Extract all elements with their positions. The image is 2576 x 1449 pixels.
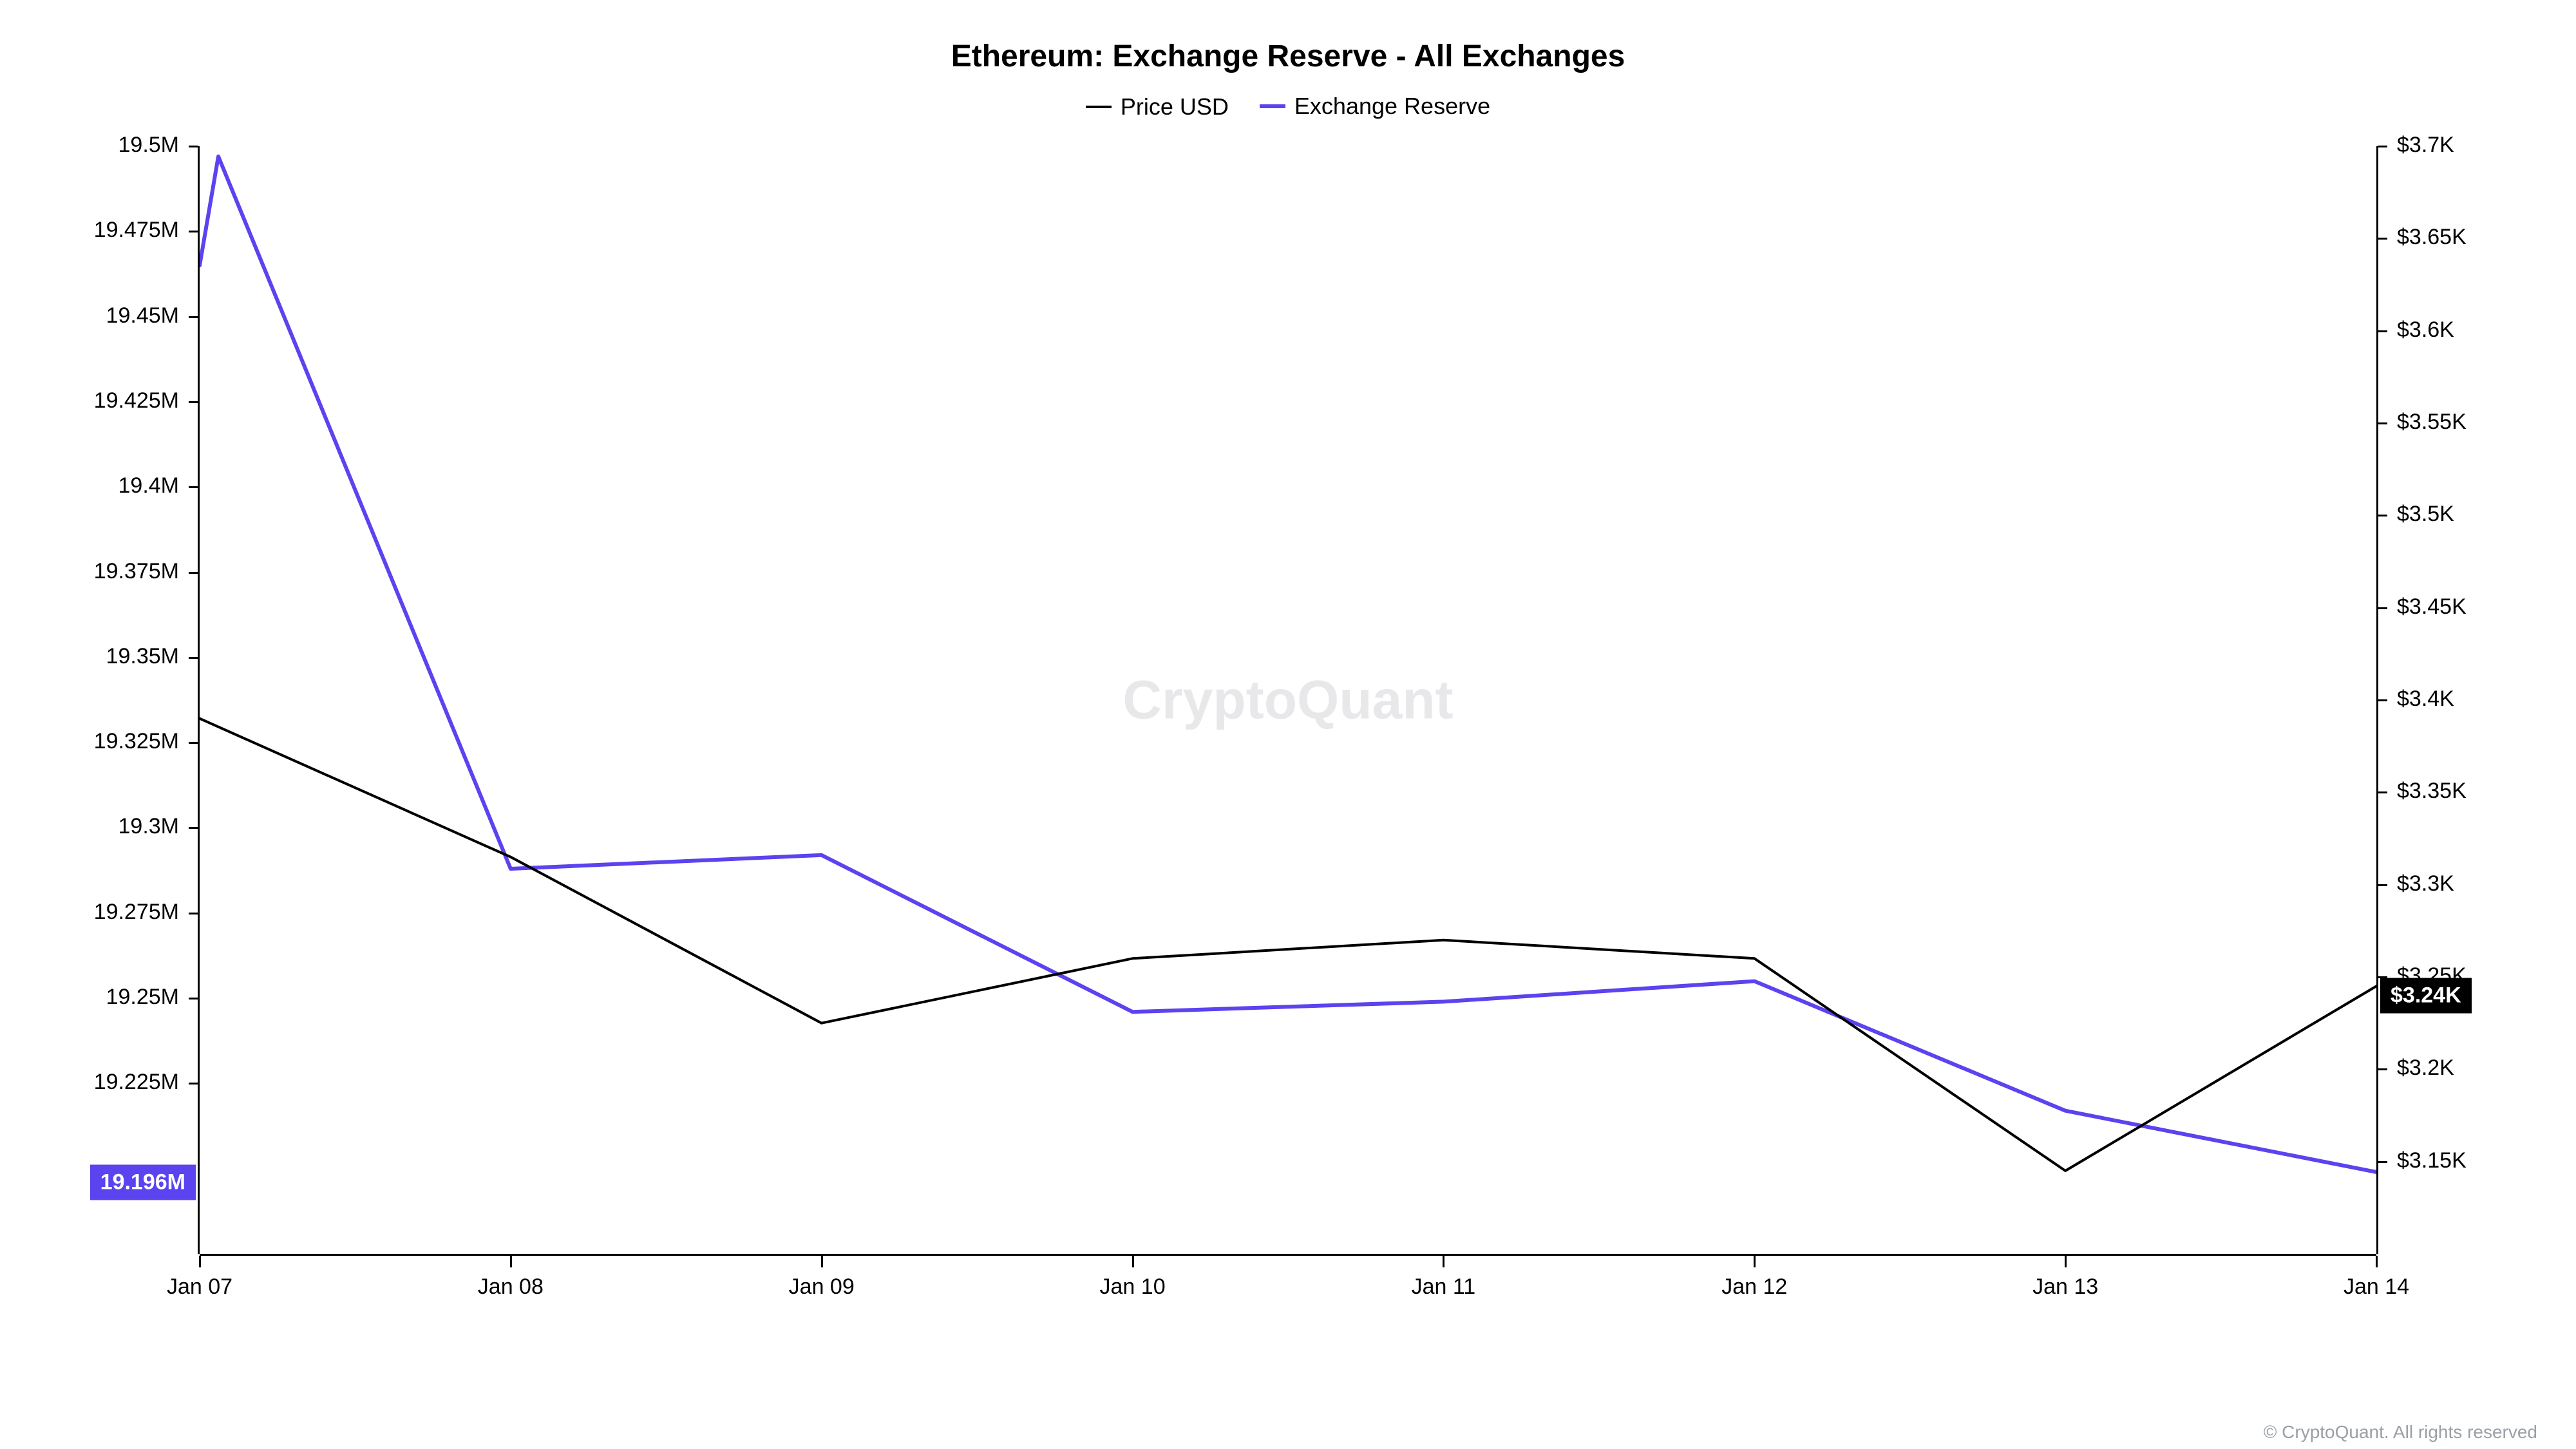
x-tick (821, 1256, 823, 1267)
legend-swatch (1260, 104, 1285, 108)
y-left-label: 19.275M (94, 900, 179, 925)
y-left-label: 19.3M (118, 814, 180, 839)
y-right-tick (2378, 146, 2387, 147)
y-right-label: $3.5K (2397, 502, 2454, 527)
legend-label: Exchange Reserve (1294, 93, 1490, 120)
x-tick (1132, 1256, 1134, 1267)
line-svg (200, 146, 2376, 1254)
x-label: Jan 08 (478, 1274, 544, 1300)
y-left-tick (189, 657, 198, 659)
y-left-label: 19.5M (118, 133, 180, 158)
y-right-label: $3.65K (2397, 225, 2467, 250)
legend-swatch (1086, 106, 1112, 108)
y-left-tick (189, 913, 198, 914)
plot: 19.5M19.475M19.45M19.425M19.4M19.375M19.… (200, 146, 2376, 1254)
right-value-badge: $3.24K (2380, 978, 2472, 1013)
y-left-label: 19.475M (94, 218, 179, 243)
axis-line (200, 1254, 2376, 1256)
x-tick (510, 1256, 512, 1267)
y-right-label: $3.4K (2397, 687, 2454, 712)
y-right-label: $3.6K (2397, 317, 2454, 343)
legend-item: Price USD (1086, 93, 1229, 120)
x-tick (2376, 1256, 2378, 1267)
legend-label: Price USD (1121, 93, 1229, 120)
y-left-tick (189, 742, 198, 744)
y-left-tick (189, 572, 198, 574)
y-left-tick (189, 827, 198, 829)
y-left-tick (189, 486, 198, 488)
footer-copyright: © CryptoQuant. All rights reserved (2264, 1422, 2537, 1443)
chart-container: Ethereum: Exchange Reserve - All Exchang… (39, 39, 2537, 1410)
x-tick (1754, 1256, 1756, 1267)
y-right-label: $3.2K (2397, 1056, 2454, 1081)
y-left-tick (189, 231, 198, 232)
x-label: Jan 12 (1721, 1274, 1787, 1300)
x-label: Jan 13 (2032, 1274, 2098, 1300)
y-right-tick (2378, 422, 2387, 424)
y-right-tick (2378, 884, 2387, 886)
y-left-label: 19.4M (118, 473, 180, 498)
series-line (200, 156, 2376, 1172)
x-tick (199, 1256, 201, 1267)
axis-line (198, 146, 200, 1254)
y-left-tick (189, 146, 198, 147)
y-right-tick (2378, 791, 2387, 793)
y-right-tick (2378, 515, 2387, 516)
y-left-tick (189, 401, 198, 403)
y-left-tick (189, 998, 198, 999)
y-right-label: $3.3K (2397, 871, 2454, 896)
y-left-label: 19.425M (94, 388, 179, 413)
plot-area: CryptoQuant 19.5M19.475M19.45M19.425M19.… (39, 146, 2537, 1254)
y-left-label: 19.375M (94, 559, 179, 584)
y-right-label: $3.55K (2397, 410, 2467, 435)
y-left-label: 19.25M (106, 985, 179, 1010)
y-left-label: 19.325M (94, 729, 179, 754)
x-label: Jan 07 (167, 1274, 232, 1300)
y-left-label: 19.45M (106, 303, 179, 328)
x-label: Jan 10 (1100, 1274, 1166, 1300)
y-right-label: $3.7K (2397, 133, 2454, 158)
x-tick (1443, 1256, 1444, 1267)
x-tick (2065, 1256, 2067, 1267)
y-left-tick (189, 316, 198, 318)
y-left-label: 19.35M (106, 644, 179, 669)
legend-item: Exchange Reserve (1260, 93, 1490, 120)
y-right-label: $3.45K (2397, 594, 2467, 620)
x-label: Jan 14 (2344, 1274, 2409, 1300)
y-right-tick (2378, 238, 2387, 240)
y-right-label: $3.15K (2397, 1148, 2467, 1173)
chart-title: Ethereum: Exchange Reserve - All Exchang… (39, 39, 2537, 74)
y-left-tick (189, 1083, 198, 1084)
x-label: Jan 11 (1412, 1274, 1476, 1300)
legend: Price USD Exchange Reserve (39, 87, 2537, 120)
y-left-label: 19.225M (94, 1070, 179, 1095)
y-right-label: $3.35K (2397, 779, 2467, 804)
left-value-badge: 19.196M (90, 1164, 196, 1200)
x-label: Jan 09 (789, 1274, 855, 1300)
y-right-tick (2378, 330, 2387, 332)
y-right-tick (2378, 699, 2387, 701)
y-right-tick (2378, 1068, 2387, 1070)
y-right-tick (2378, 607, 2387, 609)
y-right-tick (2378, 1161, 2387, 1163)
